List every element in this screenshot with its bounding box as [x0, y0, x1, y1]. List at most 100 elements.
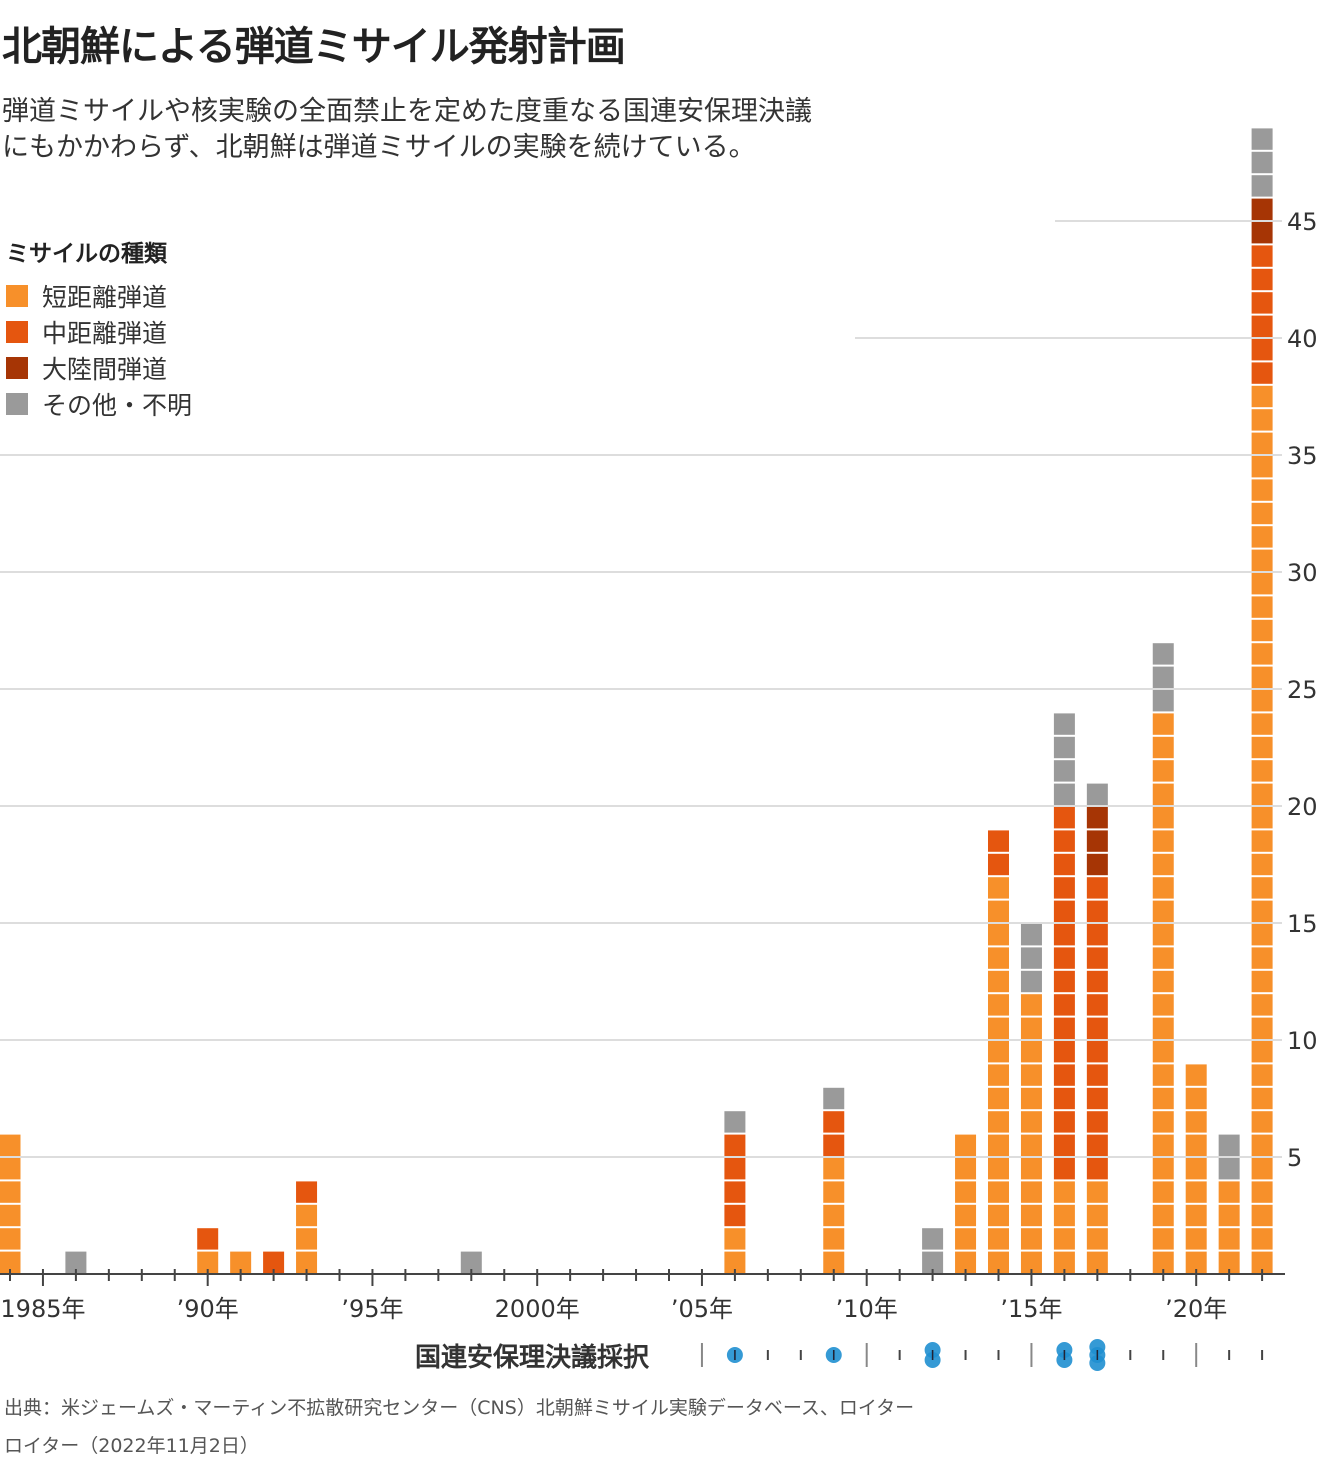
bar-segment-srbm: [988, 1158, 1009, 1180]
bar-segment-srbm: [1152, 1134, 1174, 1156]
bar-segment-srbm: [1251, 1041, 1273, 1063]
y-tick-label: 25: [1287, 676, 1318, 704]
bar-segment-srbm: [1251, 970, 1273, 993]
legend-label: 短距離弾道: [42, 283, 168, 312]
bar-segment-other: [1053, 760, 1075, 782]
bar-segment-srbm: [1251, 573, 1273, 595]
bar-segment-srbm: [988, 1041, 1009, 1063]
bar-segment-srbm: [1251, 783, 1273, 805]
bar-segment-srbm: [1251, 432, 1273, 454]
bar-segment-srbm: [1218, 1251, 1240, 1273]
bar-segment-srbm: [1086, 1204, 1108, 1227]
bar-segment-srbm: [1251, 549, 1273, 571]
bar-segment-srbm: [1251, 713, 1273, 735]
bar-segment-srbm: [1152, 1228, 1174, 1250]
bar-segment-mrbm: [1053, 924, 1075, 946]
bar-segment-srbm: [1251, 596, 1273, 618]
x-tick-label: ’90年: [177, 1295, 239, 1323]
bar-segment-srbm: [1251, 1181, 1273, 1203]
bar-segment-srbm: [1218, 1181, 1240, 1203]
bar-segment-icbm: [1086, 830, 1108, 852]
bar-segment-srbm: [1218, 1228, 1240, 1250]
bar-segment-srbm: [1152, 853, 1174, 876]
y-tick-label: 10: [1287, 1027, 1318, 1055]
y-tick-label: 30: [1287, 559, 1318, 587]
bar-segment-mrbm: [1086, 1134, 1108, 1156]
bar-segment-srbm: [1185, 1064, 1207, 1086]
bar-segment-srbm: [1152, 1087, 1174, 1110]
bar-segment-srbm: [0, 1134, 21, 1156]
bar-segment-srbm: [1152, 994, 1174, 1016]
bar-segment-srbm: [1020, 1204, 1042, 1227]
bar-segment-srbm: [1020, 1111, 1042, 1133]
y-tick-label: 35: [1287, 442, 1318, 470]
bar-segment-other: [1020, 947, 1042, 969]
legend-swatch: [6, 357, 28, 379]
bar-segment-other: [1152, 666, 1174, 688]
bar-segment-srbm: [1185, 1204, 1207, 1227]
legend-label: 大陸間弾道: [42, 355, 168, 384]
bar-segment-srbm: [988, 924, 1009, 946]
bar-segment-mrbm: [1086, 1017, 1108, 1039]
bar-segment-srbm: [988, 1017, 1009, 1039]
bar-segment-other: [1053, 736, 1075, 759]
y-tick-label: 45: [1287, 208, 1318, 236]
bar-segment-mrbm: [1053, 1111, 1075, 1133]
bar-segment-srbm: [988, 947, 1009, 969]
bar-segment-mrbm: [1053, 830, 1075, 852]
bar-segment-srbm: [1251, 1064, 1273, 1086]
bar-segment-srbm: [1251, 1158, 1273, 1180]
bar-segment-mrbm: [1086, 947, 1108, 969]
bar-segment-srbm: [1251, 666, 1273, 688]
bar-segment-srbm: [1053, 1204, 1075, 1227]
bar-segment-srbm: [1251, 760, 1273, 782]
legend-swatch: [6, 393, 28, 415]
bar-segment-other: [1053, 783, 1075, 805]
bar-segment-srbm: [1185, 1228, 1207, 1250]
bar-segment-srbm: [1251, 924, 1273, 946]
bar-segment-srbm: [823, 1228, 845, 1250]
bar-segment-srbm: [955, 1228, 977, 1250]
bar-segment-mrbm: [724, 1134, 746, 1156]
un-resolution-marker: [726, 1347, 743, 1363]
bar-segment-srbm: [823, 1204, 845, 1227]
bar-segment-other: [1152, 643, 1174, 665]
bar-segment-srbm: [1152, 1111, 1174, 1133]
bar-segment-mrbm: [1086, 1158, 1108, 1180]
bar-segment-other: [922, 1228, 944, 1250]
legend-swatch: [6, 321, 28, 343]
bar-segment-mrbm: [197, 1228, 219, 1250]
bar-segment-srbm: [1020, 1134, 1042, 1156]
bar-segment-srbm: [1251, 1228, 1273, 1250]
bar-segment-mrbm: [1251, 339, 1273, 361]
bar-segment-srbm: [0, 1204, 21, 1227]
un-resolution-marker: [825, 1347, 842, 1363]
x-tick-label: 2000年: [495, 1295, 580, 1323]
bar-segment-mrbm: [1086, 900, 1108, 922]
bar-segment-srbm: [988, 1251, 1009, 1273]
bar-segment-mrbm: [1053, 900, 1075, 922]
chart-title: 北朝鮮による弾道ミサイル発射計画: [2, 24, 626, 70]
bar-segment-srbm: [1251, 643, 1273, 665]
bar-segment-other: [1218, 1158, 1240, 1180]
bar-segment-srbm: [1152, 1064, 1174, 1086]
bar-segment-other: [724, 1111, 746, 1133]
credit-note: ロイター（2022年11月2日）: [4, 1435, 259, 1457]
bar-segment-srbm: [1152, 900, 1174, 922]
bar-segment-srbm: [1086, 1228, 1108, 1250]
bar-segment-srbm: [0, 1158, 21, 1180]
bar-segment-srbm: [1152, 807, 1174, 829]
bar-segment-srbm: [1152, 1251, 1174, 1273]
bar-segment-icbm: [1251, 222, 1273, 244]
bar-segment-srbm: [1251, 1204, 1273, 1227]
bar-segment-srbm: [955, 1251, 977, 1273]
legend-swatch: [6, 285, 28, 307]
bar-segment-srbm: [0, 1181, 21, 1203]
bar-segment-srbm: [0, 1251, 21, 1273]
bar-segment-srbm: [1152, 924, 1174, 946]
bar-segment-srbm: [1152, 1181, 1174, 1203]
bar-segment-mrbm: [1053, 1017, 1075, 1039]
bar-segment-srbm: [955, 1158, 977, 1180]
bar-segment-srbm: [955, 1181, 977, 1203]
